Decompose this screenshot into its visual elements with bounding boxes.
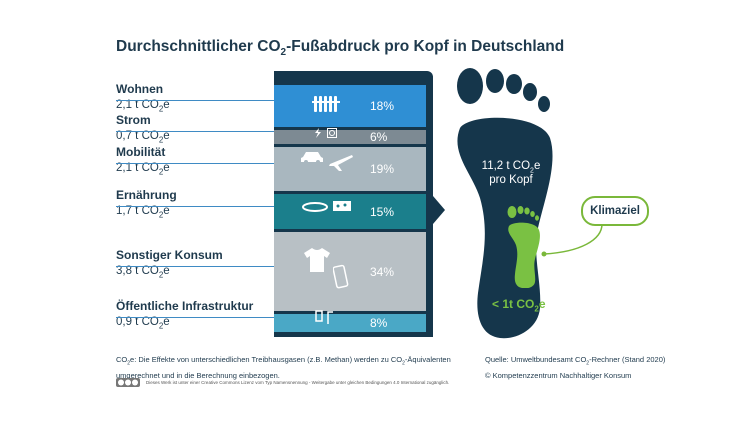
socket-icon: [327, 128, 337, 138]
category-2: Strom 0,7 t CO2e: [116, 113, 170, 144]
category-6: Öffentliche Infrastruktur 0,9 t CO2e: [116, 299, 253, 330]
percent-label-6: 8%: [370, 316, 388, 330]
category-4: Ernährung 1,7 t CO2e: [116, 188, 177, 219]
footnote-left: CO2e: Die Effekte von unterschiedlichen …: [116, 355, 451, 380]
category-divider: [116, 131, 274, 132]
category-value: 2,1 t CO2e: [116, 99, 170, 114]
goal-connector: [541, 223, 603, 257]
category-divider: [116, 163, 274, 164]
category-name: Ernährung: [116, 187, 177, 202]
airplane-icon: [329, 155, 353, 171]
category-3: Mobilität 2,1 t CO2e: [116, 145, 170, 176]
category-value: 0,7 t CO2e: [116, 130, 170, 145]
cc-by-sa-icon: [116, 378, 140, 387]
category-value: 0,9 t CO2e: [116, 316, 170, 331]
lightning-icon: [315, 128, 321, 138]
category-name: Wohnen: [116, 82, 164, 96]
bar-segment-1: [274, 85, 426, 127]
car-icon: [301, 152, 323, 164]
cheese-icon: [333, 201, 351, 211]
streetlight-icon: [315, 310, 333, 324]
percent-label-5: 34%: [370, 264, 395, 279]
category-name: Mobilität: [116, 145, 166, 159]
bar-segment-2: [274, 130, 426, 144]
radiator-icon: [312, 96, 340, 112]
category-name: Strom: [116, 113, 151, 127]
bar-segment-4: [274, 194, 426, 229]
smartphone-icon: [333, 264, 349, 289]
category-value: 2,1 t CO2e: [116, 162, 170, 177]
plate-icon: [302, 202, 328, 212]
category-name: Sonstiger Konsum: [116, 247, 223, 262]
category-5: Sonstiger Konsum 3,8 t CO2e: [116, 248, 223, 279]
goal-value: < 1t CO2e: [492, 297, 546, 314]
category-divider: [116, 100, 274, 101]
bar-segment-5: [274, 232, 426, 311]
footnote-right: Quelle: Umweltbundesamt CO2-Rechner (Sta…: [485, 355, 666, 380]
category-divider: [116, 317, 274, 318]
category-name: Öffentliche Infrastruktur: [116, 299, 254, 313]
license-text: Dieses Werk ist unter einer Creative Com…: [146, 380, 450, 385]
percent-label-2: 6%: [370, 130, 388, 144]
panel-arrow: [433, 196, 445, 224]
category-divider: [116, 265, 274, 267]
goal-bubble: Klimaziel: [581, 196, 649, 226]
bar-segment-3: [274, 147, 426, 191]
category-1: Wohnen 2,1 t CO2e: [116, 82, 170, 113]
category-value: 3,8 t CO2e: [116, 264, 170, 279]
percent-label-3: 19%: [370, 162, 395, 176]
total-per-capita: 11,2 t CO2e pro Kopf: [481, 160, 541, 187]
percent-label-1: 18%: [370, 99, 395, 113]
chart-title: Durchschnittlicher CO2-Fußabdruck pro Ko…: [116, 38, 565, 59]
bar-segment-6: [274, 314, 426, 332]
category-value: 1,7 t CO2e: [116, 204, 170, 219]
category-divider: [116, 205, 274, 207]
tshirt-icon: [304, 248, 330, 272]
percent-label-4: 15%: [370, 204, 395, 219]
small-footprint-icon: [507, 206, 540, 288]
